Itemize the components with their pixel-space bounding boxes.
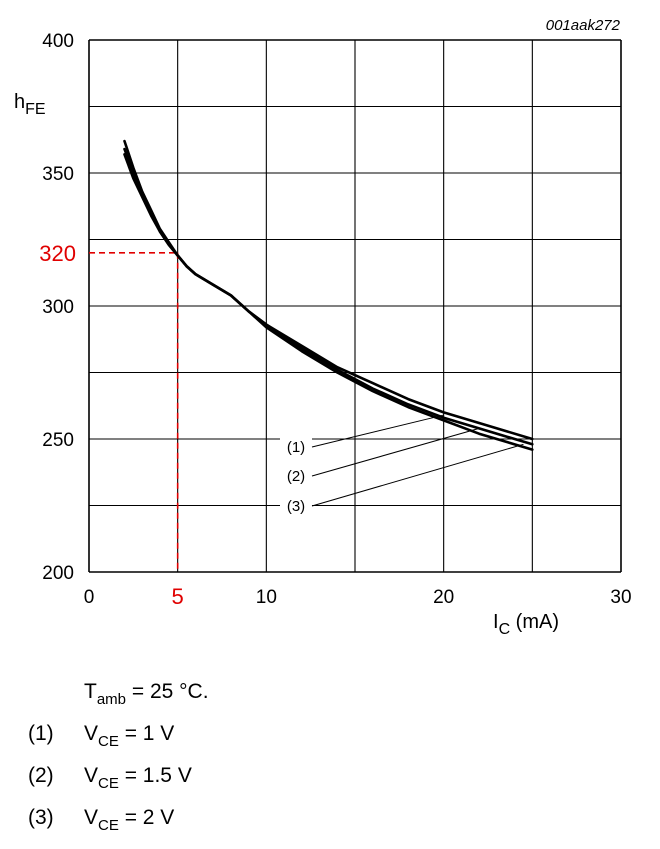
y-axis-label-sub: FE [25, 101, 45, 118]
x-axis-label: IC (mA) [493, 611, 559, 638]
callout-label-1: (1) [287, 439, 305, 456]
condition-1-suffix: = 1 V [118, 722, 175, 745]
annotation-320-at-5: 320 5 [39, 241, 184, 609]
condition-1-prefix: V [84, 722, 99, 745]
y-axis-label: hFE [14, 91, 46, 118]
annotation-y-label: 320 [39, 241, 76, 266]
x-tick-label: 20 [433, 587, 454, 608]
x-axis-label-sub: C [499, 621, 511, 638]
condition-2-prefix: V [84, 764, 99, 787]
callout-leader-2 [311, 427, 480, 477]
y-tick-label: 250 [42, 430, 74, 451]
callout-label-2: (2) [287, 468, 305, 485]
y-tick-label: 300 [42, 297, 74, 318]
y-tick-label: 400 [42, 31, 74, 52]
condition-3-prefix: V [84, 806, 99, 829]
series-line-2 [123, 147, 534, 446]
y-tick-label: 350 [42, 164, 74, 185]
ambient-suffix: = 25 °C. [126, 680, 209, 703]
ambient-prefix: T [84, 680, 97, 703]
series-line-1 [123, 139, 534, 441]
condition-3-num: (3) [28, 806, 54, 829]
callout-bg-3 [280, 495, 312, 517]
callout-label-3: (3) [287, 498, 305, 515]
x-tick-label: 30 [610, 587, 631, 608]
condition-1-num: (1) [28, 722, 54, 745]
ambient-sub: amb [96, 691, 127, 708]
condition-3-sub: CE [98, 817, 119, 834]
condition-2-suffix: = 1.5 V [118, 764, 192, 787]
callout-bg-1 [280, 436, 312, 458]
figure-code: 001aak272 [546, 17, 621, 34]
x-tick-label: 0 [84, 587, 95, 608]
y-axis-label-main: h [14, 91, 25, 113]
condition-3-suffix: = 2 V [118, 806, 175, 829]
series-line-3 [123, 153, 534, 451]
condition-2-num: (2) [28, 764, 54, 787]
callout-leader-3 [311, 443, 524, 507]
series-callouts: (1) (2) (3) [280, 414, 524, 517]
annotation-x-label: 5 [172, 584, 184, 609]
tick-labels: 200 250 300 350 400 0 10 20 30 [42, 31, 631, 608]
y-tick-label: 200 [42, 563, 74, 584]
callout-leader-1 [311, 414, 444, 448]
condition-1-sub: CE [98, 733, 119, 750]
x-axis-label-main: I [493, 611, 499, 633]
condition-2-sub: CE [98, 775, 119, 792]
grid [88, 39, 622, 573]
callout-bg-2 [280, 465, 312, 487]
x-tick-label: 10 [256, 587, 277, 608]
chart: 001aak272 200 250 300 350 400 0 10 20 30 hFE IC … [14, 17, 632, 638]
series-lines [123, 139, 534, 451]
x-axis-label-unit: (mA) [510, 611, 559, 633]
